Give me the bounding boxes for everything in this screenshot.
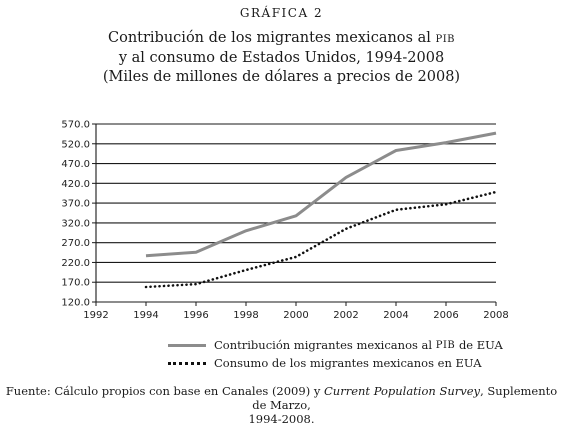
legend-item-2-text: Consumo de los migrantes mexicanos en EU… bbox=[214, 356, 482, 370]
x-tick-label: 2006 bbox=[433, 310, 458, 321]
y-tick-label: 270.0 bbox=[61, 238, 90, 249]
legend-dotted-line-swatch bbox=[168, 362, 206, 365]
y-tick-label: 170.0 bbox=[61, 278, 90, 289]
x-tick-label: 1994 bbox=[133, 310, 158, 321]
x-tick-label: 1998 bbox=[233, 310, 258, 321]
y-tick-label: 420.0 bbox=[61, 179, 90, 190]
legend-item-1-text: Contribución migrantes mexicanos al bbox=[214, 338, 432, 352]
legend-item-contribution: Contribución migrantes mexicanos al pib … bbox=[168, 336, 503, 354]
source-note: Fuente: Cálculo propios con base en Cana… bbox=[0, 384, 563, 426]
y-tick-label: 220.0 bbox=[61, 258, 90, 269]
x-tick-label: 2000 bbox=[283, 310, 308, 321]
y-tick-label: 520.0 bbox=[61, 139, 90, 150]
y-tick-label: 470.0 bbox=[61, 159, 90, 170]
source-text: Fuente: Cálculo propios con base en Cana… bbox=[6, 384, 321, 398]
legend: Contribución migrantes mexicanos al pib … bbox=[168, 336, 503, 372]
x-tick-label: 1996 bbox=[183, 310, 208, 321]
series-line-dotted bbox=[146, 192, 496, 287]
x-tick-label: 2008 bbox=[483, 310, 508, 321]
x-tick-label: 1992 bbox=[83, 310, 108, 321]
y-tick-label: 120.0 bbox=[61, 298, 90, 309]
source-years: 1994-2008. bbox=[248, 412, 314, 426]
source-italic-title: Current Population Survey bbox=[324, 384, 480, 398]
legend-item-consumption: Consumo de los migrantes mexicanos en EU… bbox=[168, 354, 503, 372]
series-lines bbox=[146, 133, 496, 287]
y-tick-label: 370.0 bbox=[61, 199, 90, 210]
series-line-solid bbox=[146, 133, 496, 256]
y-tick-label: 570.0 bbox=[61, 120, 90, 131]
grid-lines bbox=[96, 124, 496, 302]
x-tick-label: 2002 bbox=[333, 310, 358, 321]
legend-solid-line-swatch bbox=[168, 344, 206, 347]
y-tick-label: 320.0 bbox=[61, 218, 90, 229]
x-tick-label: 2004 bbox=[383, 310, 408, 321]
legend-item-1-abbrev: pib bbox=[436, 340, 456, 351]
legend-item-1-suffix: de EUA bbox=[459, 338, 503, 352]
